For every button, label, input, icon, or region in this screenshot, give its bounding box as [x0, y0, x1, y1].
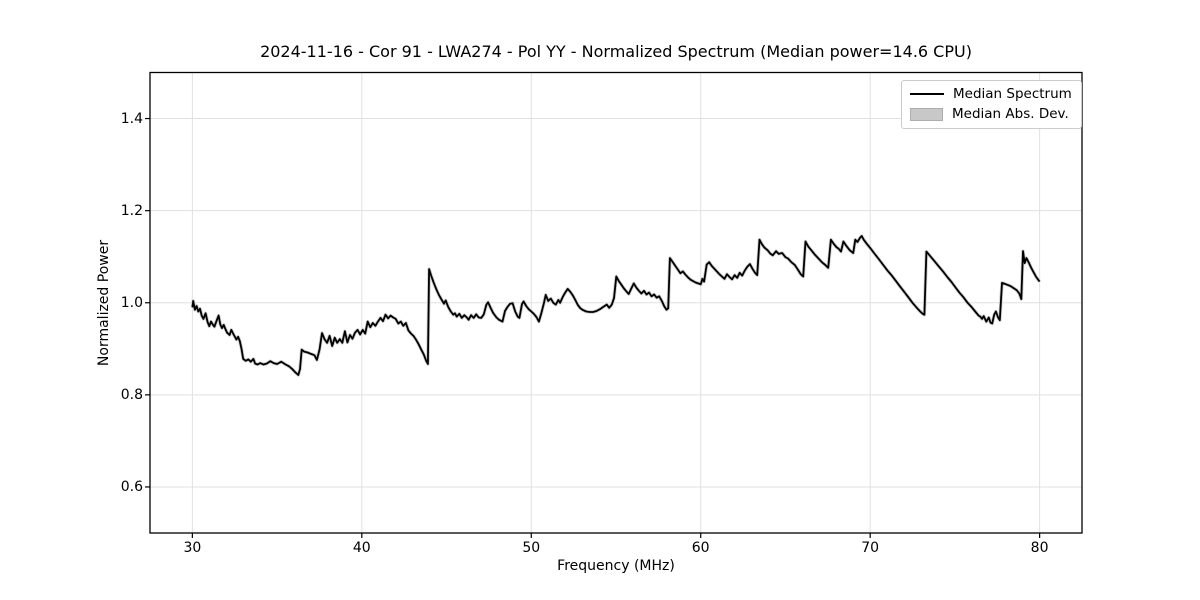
- legend-patch-swatch: [910, 107, 943, 121]
- legend-item-median-spectrum: Median Spectrum: [910, 86, 1072, 102]
- x-tick-label-60: 60: [691, 540, 710, 556]
- x-tick-label-40: 40: [352, 540, 371, 556]
- legend-label: Median Abs. Dev.: [952, 106, 1069, 122]
- x-tick-label-80: 80: [1030, 540, 1049, 556]
- legend-item-median-abs-dev: Median Abs. Dev.: [910, 106, 1072, 122]
- y-tick-label-0.6: 0.6: [120, 478, 143, 495]
- median-spectrum-line: [191, 235, 1041, 376]
- mad-band: [190, 234, 1041, 377]
- chart-title: 2024-11-16 - Cor 91 - LWA274 - Pol YY - …: [260, 42, 972, 61]
- legend: Median Spectrum Median Abs. Dev.: [901, 80, 1082, 129]
- y-tick-label-1.2: 1.2: [120, 202, 143, 219]
- legend-line-swatch: [910, 93, 944, 95]
- axes-spines: [149, 71, 1083, 534]
- x-tick-label-70: 70: [861, 540, 880, 556]
- x-tick-label-30: 30: [183, 540, 202, 556]
- y-tick-label-1.0: 1.0: [120, 294, 143, 311]
- x-tick-label-50: 50: [522, 540, 541, 556]
- legend-label: Median Spectrum: [953, 86, 1072, 102]
- y-tick-label-0.8: 0.8: [120, 386, 143, 403]
- x-axis-label: Frequency (MHz): [557, 558, 675, 574]
- y-tick-label-1.4: 1.4: [120, 110, 143, 127]
